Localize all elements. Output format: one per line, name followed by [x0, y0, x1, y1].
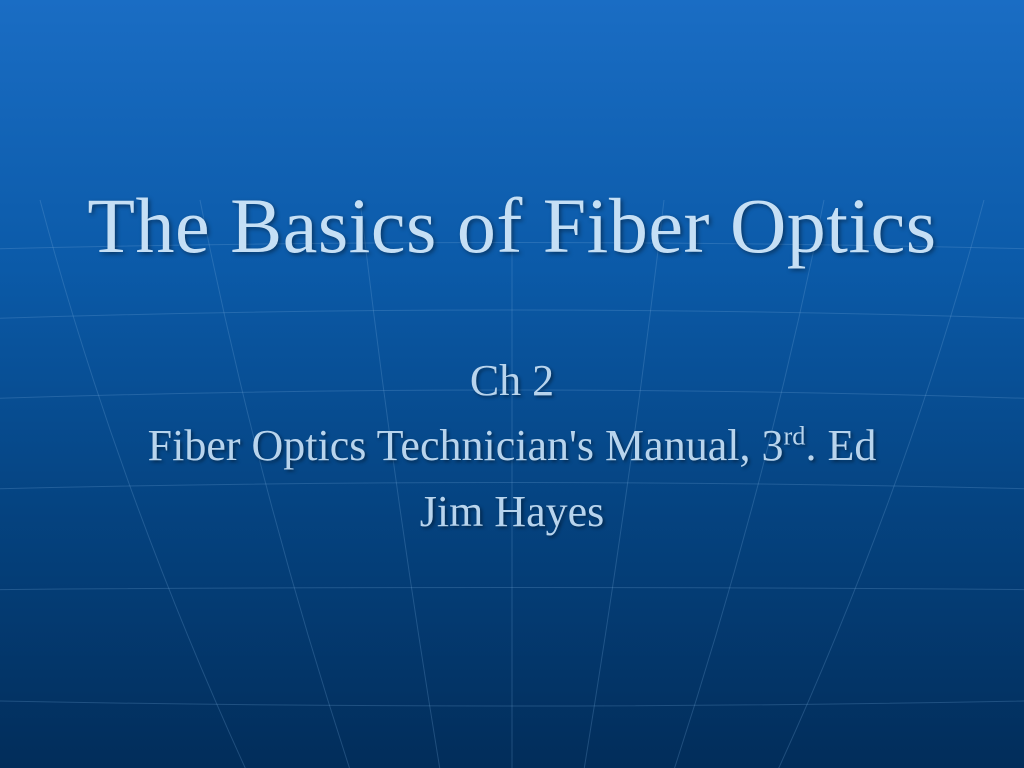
ordinal-superscript: rd	[783, 420, 805, 450]
slide-subtitle: Ch 2 Fiber Optics Technician's Manual, 3…	[40, 351, 984, 541]
book-prefix: Fiber Optics Technician's Manual, 3	[148, 421, 784, 470]
slide-container: The Basics of Fiber Optics Ch 2 Fiber Op…	[0, 0, 1024, 768]
slide-content: The Basics of Fiber Optics Ch 2 Fiber Op…	[40, 221, 984, 547]
author-name: Jim Hayes	[40, 482, 984, 541]
book-title: Fiber Optics Technician's Manual, 3rd. E…	[40, 416, 984, 475]
chapter-label: Ch 2	[40, 351, 984, 410]
book-suffix: . Ed	[805, 421, 876, 470]
slide-title: The Basics of Fiber Optics	[40, 181, 984, 271]
